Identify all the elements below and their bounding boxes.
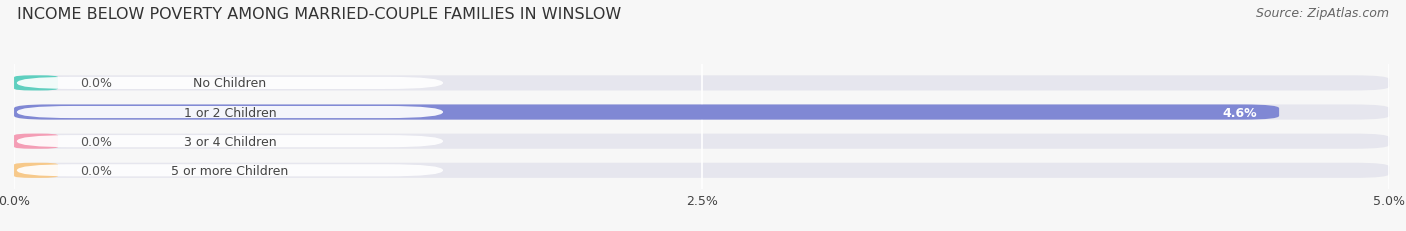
Text: INCOME BELOW POVERTY AMONG MARRIED-COUPLE FAMILIES IN WINSLOW: INCOME BELOW POVERTY AMONG MARRIED-COUPL… [17, 7, 621, 22]
FancyBboxPatch shape [14, 134, 1389, 149]
FancyBboxPatch shape [14, 163, 58, 178]
Text: 0.0%: 0.0% [80, 135, 112, 148]
FancyBboxPatch shape [17, 78, 443, 90]
FancyBboxPatch shape [14, 76, 58, 91]
Text: No Children: No Children [194, 77, 267, 90]
Text: Source: ZipAtlas.com: Source: ZipAtlas.com [1256, 7, 1389, 20]
Text: 0.0%: 0.0% [80, 77, 112, 90]
Text: 3 or 4 Children: 3 or 4 Children [184, 135, 276, 148]
FancyBboxPatch shape [14, 134, 58, 149]
FancyBboxPatch shape [17, 164, 443, 176]
Text: 4.6%: 4.6% [1222, 106, 1257, 119]
Text: 5 or more Children: 5 or more Children [172, 164, 288, 177]
FancyBboxPatch shape [14, 105, 1389, 120]
Text: 0.0%: 0.0% [80, 164, 112, 177]
FancyBboxPatch shape [14, 105, 1279, 120]
FancyBboxPatch shape [14, 76, 1389, 91]
Text: 1 or 2 Children: 1 or 2 Children [184, 106, 276, 119]
FancyBboxPatch shape [17, 136, 443, 148]
FancyBboxPatch shape [17, 106, 443, 119]
FancyBboxPatch shape [14, 163, 1389, 178]
